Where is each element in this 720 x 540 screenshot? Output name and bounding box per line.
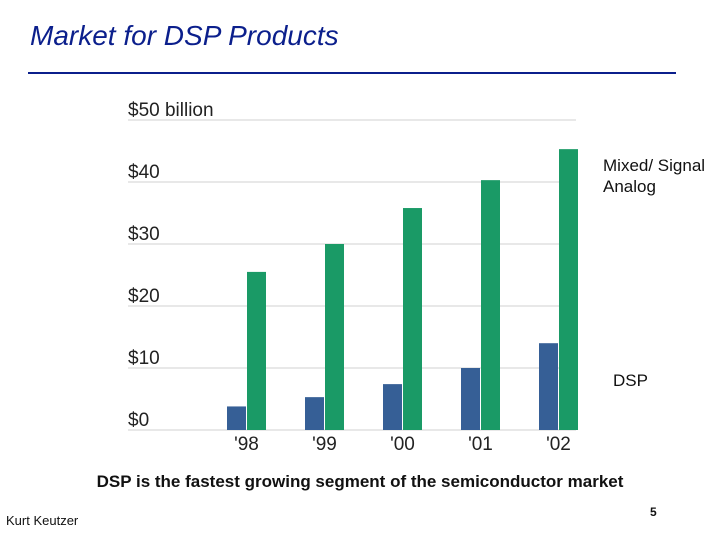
bar-dsp [461, 368, 480, 430]
x-tick-label: '01 [468, 434, 493, 455]
x-tick-label: '00 [390, 434, 415, 455]
slide-title: Market for DSP Products [30, 20, 339, 51]
bar-mixed-signal [559, 149, 578, 430]
legend-label-mixed-signal: Mixed/ Signal Analog [603, 156, 706, 196]
market-bar-chart: $0 $10 $20 $30 $40 $50 billion '98 '99 '00 '01 '02 [128, 100, 578, 455]
author-name: Kurt Keutzer [6, 513, 79, 528]
y-tick-label: $20 [128, 286, 160, 307]
bar-mixed-signal [403, 208, 422, 430]
bar-mixed-signal [325, 244, 344, 430]
x-tick-label: '98 [234, 434, 259, 455]
legend-label-dsp: DSP [613, 371, 648, 390]
page-number: 5 [650, 505, 657, 519]
x-tick-label: '02 [546, 434, 571, 455]
title-divider [28, 72, 676, 74]
y-tick-label: $10 [128, 348, 160, 369]
y-tick-label: $0 [128, 410, 149, 431]
bar-dsp [305, 397, 324, 430]
slide-caption: DSP is the fastest growing segment of th… [96, 472, 624, 491]
y-tick-label: $40 [128, 162, 160, 183]
bar-dsp [383, 384, 402, 430]
bar-dsp [227, 406, 246, 430]
y-tick-label: $50 billion [128, 100, 214, 121]
bar-dsp [539, 343, 558, 430]
bar-mixed-signal [481, 180, 500, 430]
y-tick-label: $30 [128, 224, 160, 245]
bar-mixed-signal [247, 271, 266, 430]
x-tick-label: '99 [312, 434, 337, 455]
